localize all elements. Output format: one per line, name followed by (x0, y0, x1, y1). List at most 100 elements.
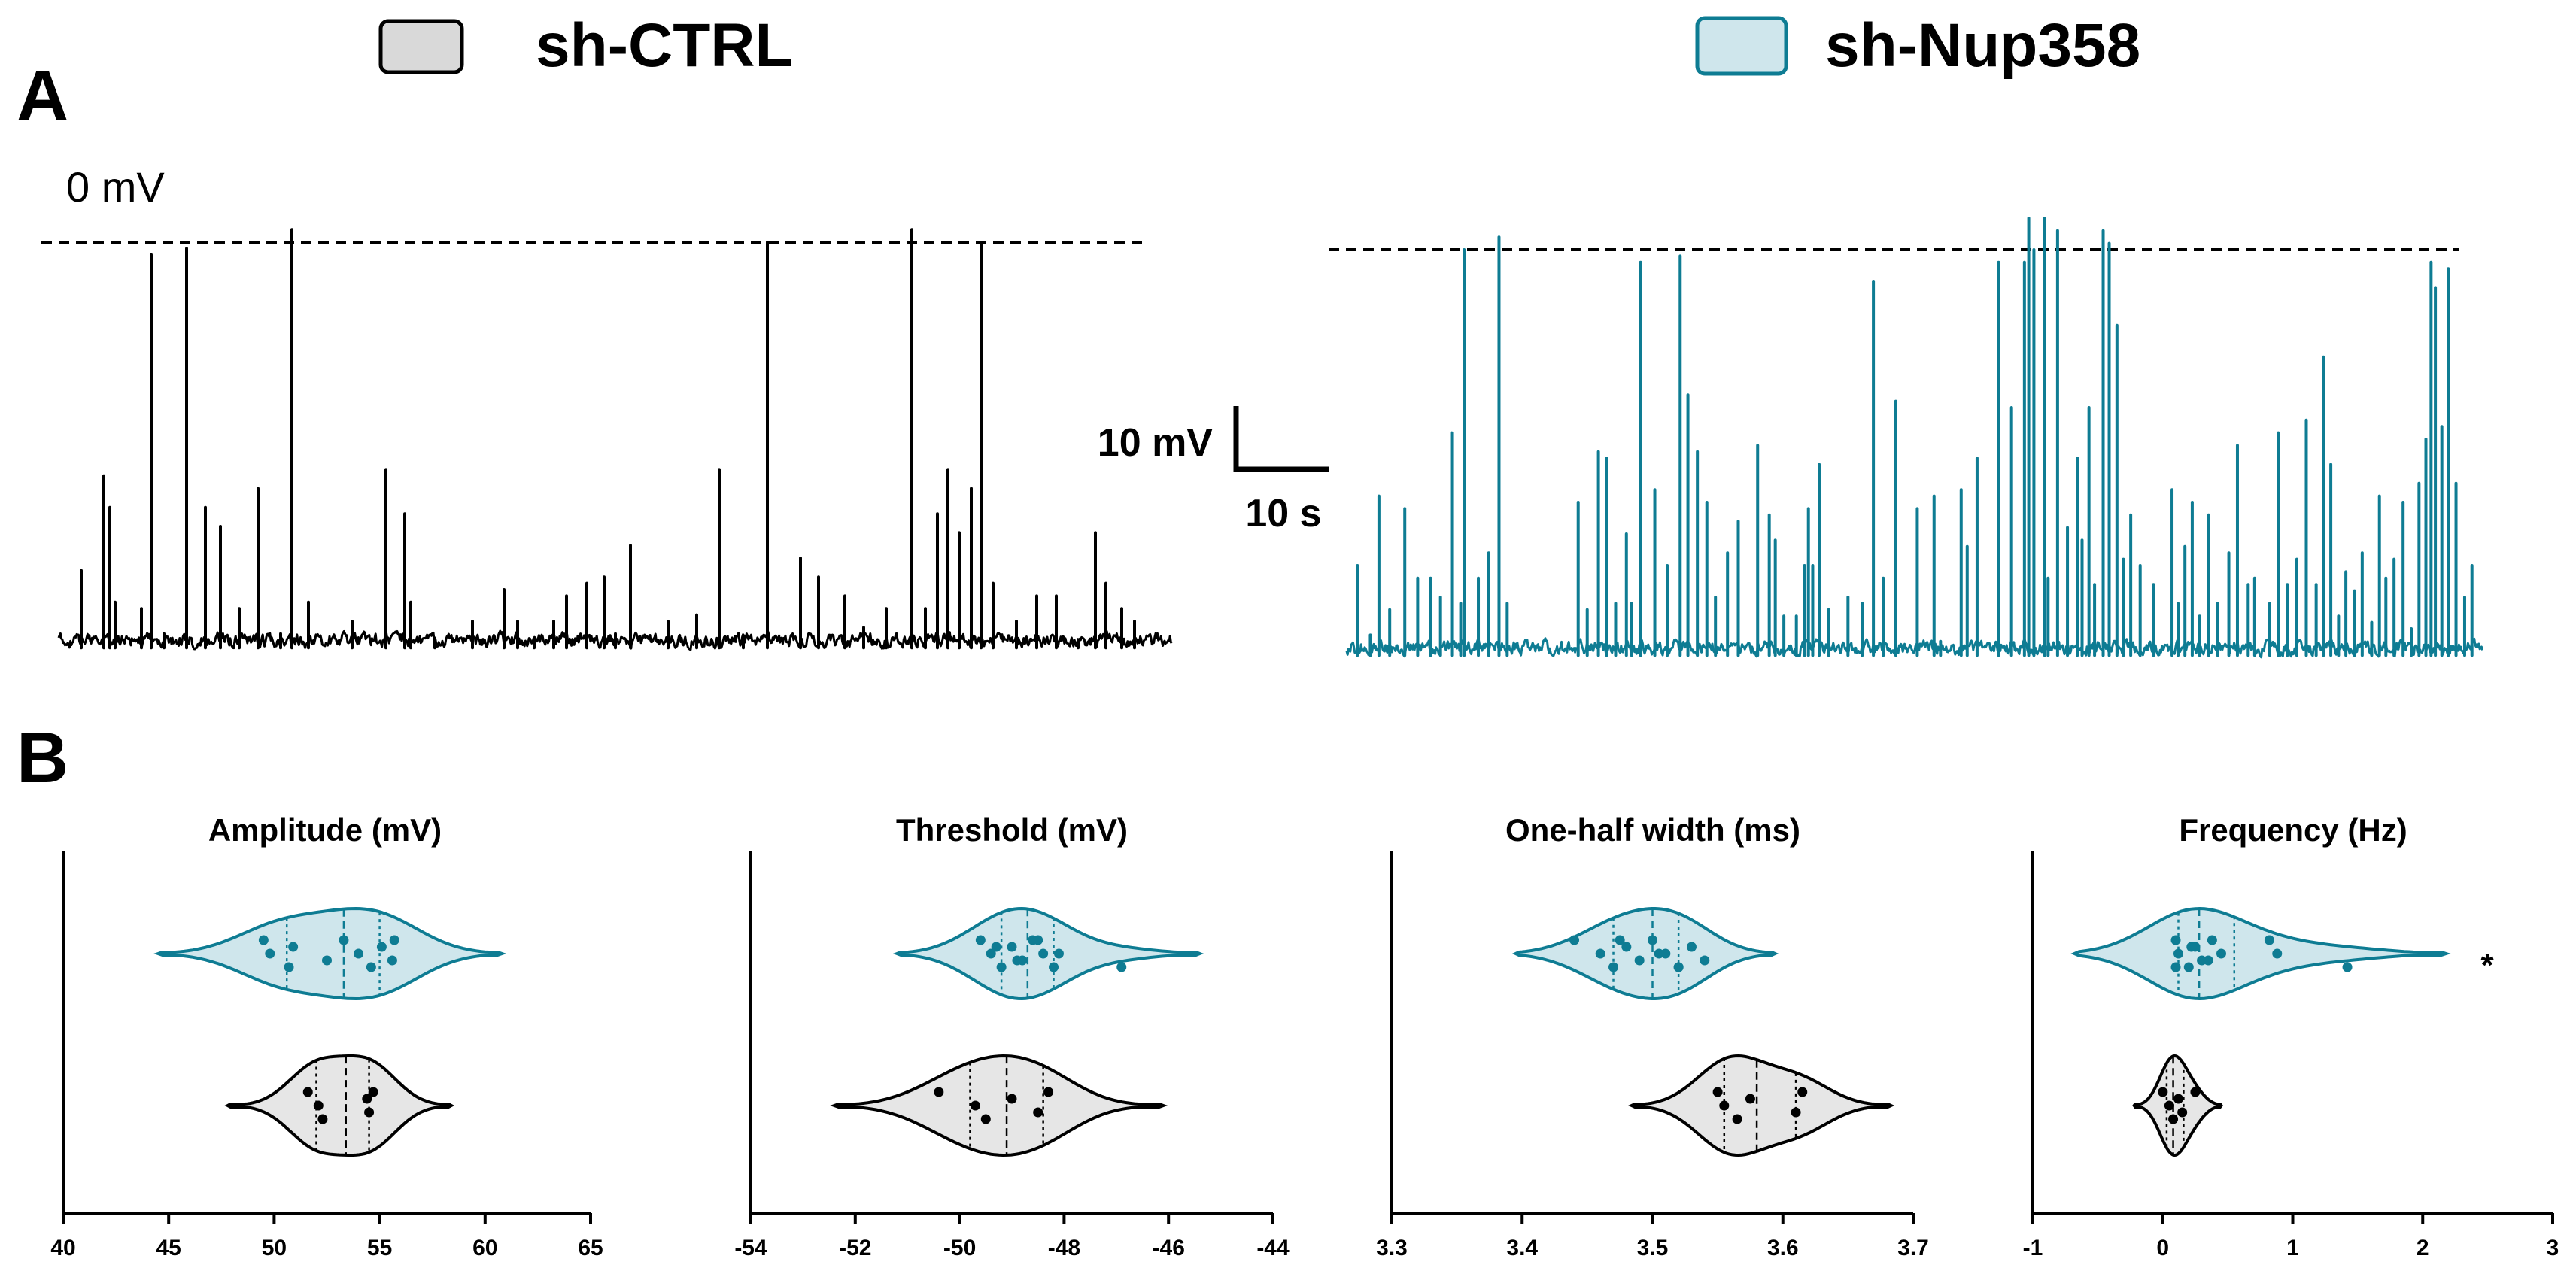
scale-bar-time-label: 10 s (1245, 492, 1321, 535)
violin-sh-nup358 (2070, 906, 2451, 1001)
violin-plot-threshold: Threshold (mV) -54 -52 -50 -48 -46 -44 (734, 812, 1290, 1260)
data-point (2177, 1107, 2188, 1118)
data-point (1719, 1100, 1730, 1111)
data-point (1712, 1087, 1723, 1097)
data-point (1053, 948, 1064, 959)
data-point (1033, 935, 1043, 945)
data-point (2272, 948, 2283, 959)
data-point (970, 1100, 980, 1111)
legend-label-sh-ctrl: sh-CTRL (536, 11, 793, 80)
data-point (317, 1114, 328, 1124)
data-point (934, 1087, 944, 1097)
data-point (1012, 955, 1022, 966)
data-point (2170, 935, 2181, 945)
violin-sh-ctrl (1628, 1054, 1895, 1157)
plot-title-threshold: Threshold (mV) (896, 812, 1128, 848)
panel-label-b: B (17, 717, 68, 798)
data-point (2190, 1087, 2201, 1097)
x-tick-label: -46 (1153, 1236, 1185, 1260)
data-point (366, 962, 376, 972)
data-point (2186, 942, 2197, 952)
plot-title-frequency: Frequency (Hz) (2179, 812, 2407, 848)
violin-plot-half-width: One-half width (ms) 3.3 3.4 3.5 3.6 3.7 (1376, 812, 1929, 1260)
x-tick-label: 50 (262, 1236, 287, 1260)
data-point (2203, 955, 2213, 966)
plot-title-amplitude: Amplitude (mV) (208, 812, 442, 848)
violin-sh-ctrl (224, 1054, 455, 1157)
data-point (1007, 942, 1017, 952)
data-point (1654, 948, 1664, 959)
x-tick-label: 55 (367, 1236, 392, 1260)
violin-plot-frequency: Frequency (Hz) -1 0 1 2 3 * (2023, 812, 2559, 1260)
data-point (2158, 1087, 2168, 1097)
data-point (980, 1114, 991, 1124)
x-tick-label: 65 (578, 1236, 603, 1260)
data-point (2164, 1100, 2174, 1111)
data-point (362, 1094, 372, 1104)
violin-sh-nup358 (153, 906, 507, 1001)
legend-swatch-sh-nup358 (1695, 16, 1788, 76)
x-tick-label: 1 (2286, 1236, 2299, 1260)
data-point (2264, 935, 2274, 945)
nup-voltage-trace (1345, 637, 2484, 659)
data-point (1621, 942, 1632, 952)
x-tick-label: 3 (2547, 1236, 2559, 1260)
x-tick-label: 3.5 (1637, 1236, 1669, 1260)
data-point (1791, 1107, 1801, 1118)
x-tick-label: 0 (2156, 1236, 2169, 1260)
violin-sh-nup358 (892, 906, 1204, 1001)
data-point (2216, 948, 2226, 959)
data-point (2170, 962, 2181, 972)
legend-label-sh-nup358: sh-Nup358 (1825, 11, 2140, 80)
scale-bar: 10 mV 10 s (1098, 406, 1329, 535)
data-point (322, 955, 332, 966)
data-point (2183, 962, 2194, 972)
data-point (1007, 1094, 1017, 1104)
x-tick-label: 3.3 (1376, 1236, 1408, 1260)
violin-sh-ctrl (2132, 1054, 2223, 1157)
x-tick-label: 60 (472, 1236, 497, 1260)
zero-mv-label: 0 mV (66, 163, 165, 211)
data-point (1797, 1087, 1808, 1097)
data-point (1700, 955, 1710, 966)
data-point (1634, 955, 1645, 966)
data-point (368, 1087, 378, 1097)
data-point (339, 935, 349, 945)
violin-sh-ctrl (830, 1054, 1168, 1157)
data-point (1049, 962, 1059, 972)
data-point (991, 942, 1001, 952)
x-tick-label: 3.4 (1506, 1236, 1538, 1260)
data-point (1595, 948, 1605, 959)
data-point (2173, 1094, 2183, 1104)
data-point (1033, 1107, 1043, 1118)
legend-swatch-sh-ctrl (378, 19, 464, 74)
x-tick-label: -52 (839, 1236, 871, 1260)
x-tick-label: -48 (1048, 1236, 1080, 1260)
x-tick-label: -54 (734, 1236, 767, 1260)
data-point (265, 948, 275, 959)
x-tick-label: -44 (1256, 1236, 1290, 1260)
nup-spikes (1356, 217, 2474, 657)
data-point (313, 1100, 324, 1111)
data-point (996, 962, 1007, 972)
data-point (2168, 1114, 2179, 1124)
data-point (1608, 962, 1619, 972)
data-point (1043, 1087, 1054, 1097)
data-point (376, 942, 387, 952)
data-point (986, 948, 996, 959)
x-tick-label: 3.6 (1767, 1236, 1799, 1260)
ctrl-spikes (80, 228, 1136, 650)
data-point (258, 935, 269, 945)
x-tick-label: -1 (2023, 1236, 2043, 1260)
data-point (302, 1087, 313, 1097)
data-point (284, 962, 294, 972)
data-point (1615, 935, 1625, 945)
scale-bar-voltage-label: 10 mV (1098, 421, 1214, 465)
data-point (975, 935, 986, 945)
x-tick-label: -50 (943, 1236, 976, 1260)
data-point (1686, 942, 1697, 952)
data-point (354, 948, 364, 959)
x-tick-label: 45 (156, 1236, 181, 1260)
data-point (364, 1107, 375, 1118)
